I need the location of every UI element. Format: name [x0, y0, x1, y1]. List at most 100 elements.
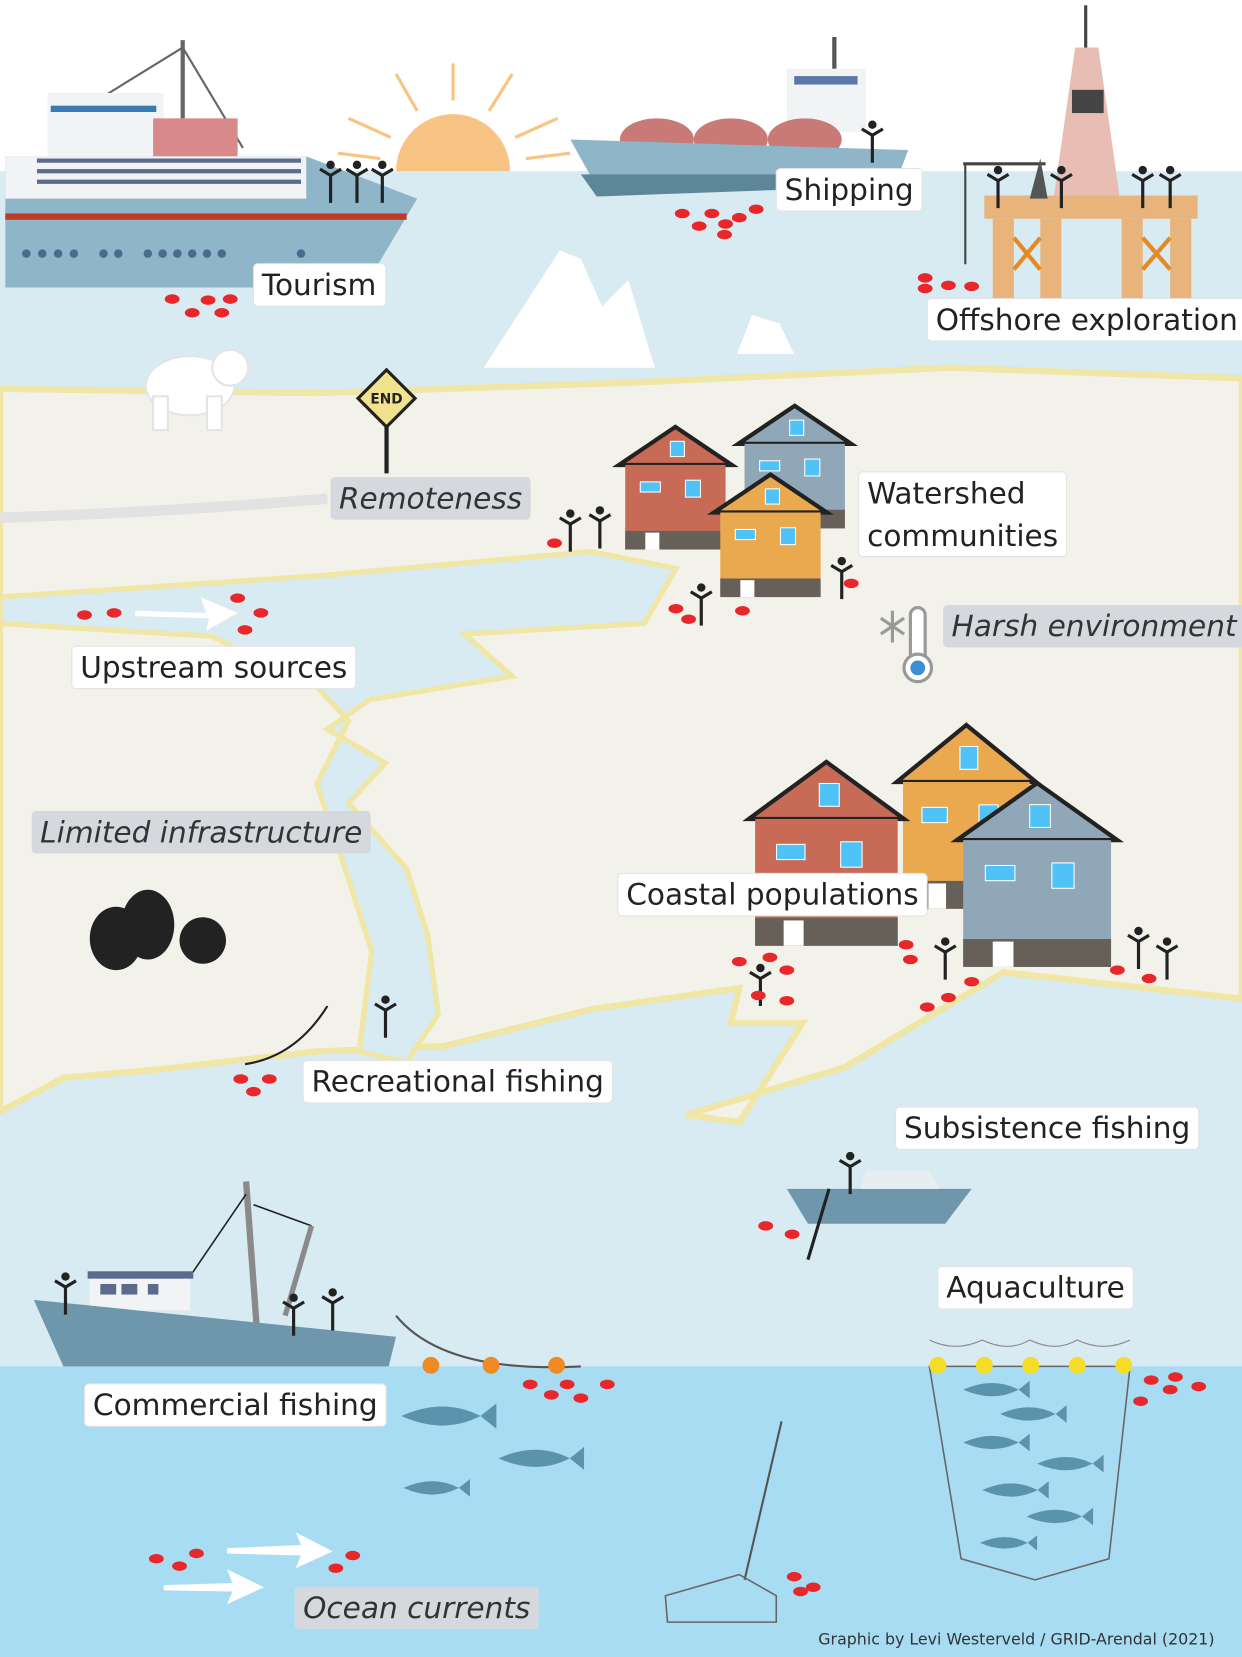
window — [985, 865, 1015, 880]
source-label: Subsistence fishing — [896, 1107, 1199, 1149]
window — [777, 844, 806, 859]
person-head — [1057, 166, 1065, 174]
person-head — [697, 583, 705, 591]
dot — [787, 1572, 802, 1582]
dot — [1191, 1382, 1206, 1392]
person-head — [289, 1293, 297, 1301]
dot — [899, 940, 914, 950]
dot — [1144, 1375, 1159, 1385]
label-text: Harsh environment — [952, 609, 1238, 643]
label-text: Tourism — [261, 268, 376, 302]
dot — [717, 230, 732, 240]
door — [928, 883, 946, 908]
dot — [749, 204, 764, 214]
dot — [1142, 974, 1157, 984]
barrier-label: Ocean currents — [295, 1587, 539, 1629]
dot — [201, 295, 216, 305]
source-label: Shipping — [776, 169, 922, 211]
source-label: Tourism — [253, 264, 385, 306]
person-head — [1134, 927, 1142, 935]
dot — [1168, 1372, 1183, 1382]
window — [760, 461, 780, 471]
dot — [560, 1380, 575, 1390]
person-head — [61, 1272, 69, 1280]
dot — [107, 608, 122, 618]
dot — [681, 615, 696, 625]
dot — [718, 219, 733, 229]
source-label: Aquaculture — [938, 1267, 1133, 1309]
page: {"sources": ["Tourism", "Shipping", "Off… — [0, 0, 1242, 1657]
label-text: Recreational fishing — [312, 1065, 604, 1099]
person-head — [378, 161, 386, 169]
window — [670, 441, 684, 456]
dot — [785, 1230, 800, 1240]
person-head — [381, 995, 389, 1003]
dot — [844, 579, 859, 589]
person-head — [994, 166, 1002, 174]
dot — [246, 1087, 261, 1097]
person-head — [353, 161, 361, 169]
door — [740, 580, 754, 597]
dot — [185, 308, 200, 318]
barrier-label: Remoteness — [331, 477, 531, 519]
dot — [793, 1587, 808, 1597]
label-text: Offshore exploration — [936, 303, 1238, 337]
label-text: Commercial fishing — [93, 1388, 378, 1422]
person-head — [941, 937, 949, 945]
dot — [669, 604, 684, 614]
dot — [903, 955, 918, 965]
dot — [779, 996, 794, 1006]
window — [790, 420, 804, 435]
dot — [735, 606, 750, 616]
house-base — [755, 918, 898, 946]
dot — [189, 1549, 204, 1559]
label-line: Watershed — [867, 476, 1026, 510]
dot — [941, 993, 956, 1003]
dot — [262, 1074, 277, 1084]
dot — [223, 294, 238, 304]
dot — [172, 1561, 187, 1571]
dot — [230, 593, 245, 603]
label-text: Upstream sources — [80, 650, 347, 684]
window — [1052, 863, 1074, 888]
barrier-label: Limited infrastructure — [32, 811, 371, 853]
dot — [779, 965, 794, 975]
source-label: Coastal populations — [618, 873, 927, 915]
window — [640, 482, 660, 492]
label-text: Limited infrastructure — [40, 815, 362, 849]
source-label: Recreational fishing — [303, 1060, 612, 1102]
dot — [573, 1393, 588, 1403]
dot — [964, 977, 979, 987]
label-text: Ocean currents — [303, 1591, 530, 1625]
person-head — [1139, 166, 1147, 174]
window — [780, 528, 795, 545]
person-head — [328, 1288, 336, 1296]
person-head — [596, 506, 604, 514]
dot — [345, 1551, 360, 1561]
label-text: Subsistence fishing — [904, 1111, 1190, 1145]
window — [1030, 805, 1051, 828]
dot — [1110, 965, 1125, 975]
sign-text: END — [370, 391, 402, 407]
dot — [149, 1554, 164, 1564]
dot — [806, 1582, 821, 1592]
source-label: Commercial fishing — [84, 1384, 386, 1426]
dot — [918, 284, 933, 294]
door — [993, 942, 1014, 967]
house-base — [963, 939, 1111, 967]
dot — [675, 209, 690, 219]
illustration: END — [0, 0, 1242, 1657]
dot — [523, 1380, 538, 1390]
person-head — [756, 964, 764, 972]
person-head — [868, 120, 876, 128]
dot — [544, 1390, 559, 1400]
dot — [77, 610, 92, 620]
dot — [704, 209, 719, 219]
person-head — [326, 161, 334, 169]
dot — [920, 1002, 935, 1012]
dot — [918, 273, 933, 283]
dot — [238, 625, 253, 635]
dot — [964, 282, 979, 292]
person-head — [566, 509, 574, 517]
dot — [233, 1074, 248, 1084]
